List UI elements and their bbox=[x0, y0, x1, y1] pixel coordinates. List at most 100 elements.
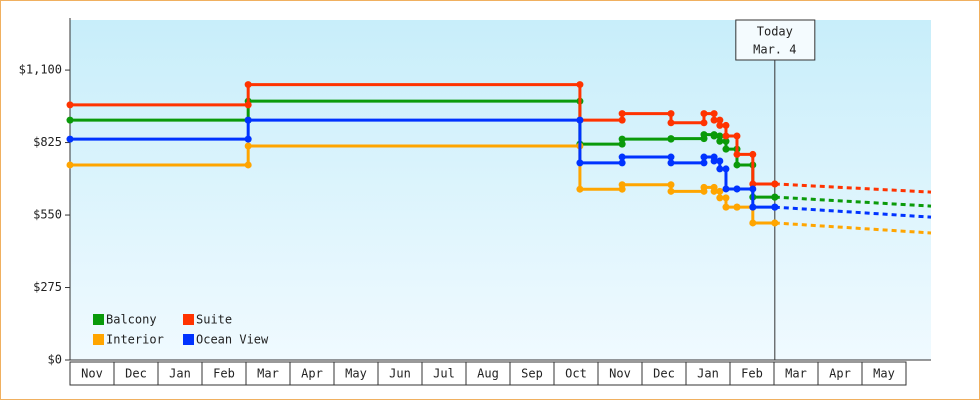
point-marker bbox=[722, 145, 730, 153]
x-tick-label: Dec bbox=[653, 367, 675, 381]
x-tick-label: Mar bbox=[257, 367, 279, 381]
point-marker bbox=[576, 185, 584, 193]
x-tick-label: Feb bbox=[741, 367, 763, 381]
x-tick-label: Mar bbox=[785, 367, 807, 381]
x-tick-label: Sep bbox=[521, 367, 543, 381]
point-marker bbox=[244, 116, 252, 124]
x-tick-label: Oct bbox=[565, 367, 587, 381]
corner-marker bbox=[716, 187, 724, 195]
y-tick-label: $1,100 bbox=[19, 63, 62, 77]
legend-swatch bbox=[93, 334, 104, 345]
corner-marker bbox=[716, 132, 724, 140]
corner-marker bbox=[722, 121, 730, 129]
corner-marker bbox=[618, 159, 626, 167]
x-tick-label: Jun bbox=[389, 367, 411, 381]
y-tick-label: $275 bbox=[33, 280, 62, 294]
point-marker bbox=[733, 161, 741, 169]
legend-swatch bbox=[183, 334, 194, 345]
point-marker bbox=[771, 180, 779, 188]
legend-label: Suite bbox=[196, 313, 232, 327]
x-tick-label: Nov bbox=[81, 367, 103, 381]
x-tick-label: Apr bbox=[829, 367, 851, 381]
point-marker bbox=[667, 135, 675, 143]
point-marker bbox=[733, 203, 741, 211]
legend-swatch bbox=[93, 314, 104, 325]
point-marker bbox=[66, 116, 74, 124]
point-marker bbox=[667, 159, 675, 167]
x-tick-label: May bbox=[345, 367, 367, 381]
corner-marker bbox=[700, 119, 708, 127]
forecast-line bbox=[774, 182, 932, 194]
point-marker bbox=[618, 110, 626, 118]
point-marker bbox=[618, 135, 626, 143]
corner-marker bbox=[716, 157, 724, 165]
point-marker bbox=[66, 135, 74, 143]
corner-marker bbox=[716, 116, 724, 124]
point-marker bbox=[710, 132, 718, 140]
corner-marker bbox=[722, 165, 730, 173]
y-tick-label: $825 bbox=[33, 135, 62, 149]
corner-marker bbox=[667, 181, 675, 189]
corner-marker bbox=[710, 110, 718, 118]
corner-marker bbox=[244, 101, 252, 109]
corner-marker bbox=[244, 161, 252, 169]
corner-marker bbox=[733, 132, 741, 140]
point-marker bbox=[716, 165, 724, 173]
corner-marker bbox=[700, 159, 708, 167]
point-marker bbox=[244, 81, 252, 89]
corner-marker bbox=[722, 137, 730, 145]
point-marker bbox=[722, 203, 730, 211]
legend-swatch bbox=[183, 314, 194, 325]
corner-marker bbox=[749, 150, 757, 158]
point-marker bbox=[700, 183, 708, 191]
plot-area bbox=[70, 20, 931, 360]
point-marker bbox=[710, 187, 718, 195]
today-date: Mar. 4 bbox=[753, 43, 796, 57]
x-tick-label: May bbox=[873, 367, 895, 381]
forecast-line bbox=[774, 195, 932, 208]
forecast-line bbox=[774, 221, 932, 235]
point-marker bbox=[716, 194, 724, 202]
corner-marker bbox=[667, 153, 675, 161]
x-tick-label: Apr bbox=[301, 367, 323, 381]
point-marker bbox=[244, 142, 252, 150]
step-line bbox=[70, 83, 775, 186]
point-marker bbox=[710, 116, 718, 124]
corner-marker bbox=[749, 185, 757, 193]
point-marker bbox=[66, 101, 74, 109]
y-tick-label: $550 bbox=[33, 208, 62, 222]
legend-label: Balcony bbox=[106, 313, 157, 327]
corner-marker bbox=[618, 140, 626, 148]
corner-marker bbox=[667, 110, 675, 118]
point-marker bbox=[700, 153, 708, 161]
corner-marker bbox=[618, 116, 626, 124]
x-tick-label: Feb bbox=[213, 367, 235, 381]
point-marker bbox=[733, 185, 741, 193]
point-marker bbox=[749, 219, 757, 227]
point-marker bbox=[667, 187, 675, 195]
point-marker bbox=[749, 203, 757, 211]
point-marker bbox=[618, 153, 626, 161]
x-tick-label: Aug bbox=[477, 367, 499, 381]
point-marker bbox=[722, 132, 730, 140]
point-marker bbox=[700, 131, 708, 139]
legend-label: Interior bbox=[106, 333, 164, 347]
today-box bbox=[735, 19, 816, 61]
corner-marker bbox=[576, 116, 584, 124]
point-marker bbox=[771, 203, 779, 211]
point-marker bbox=[771, 219, 779, 227]
x-tick-label: Nov bbox=[609, 367, 631, 381]
point-marker bbox=[771, 193, 779, 201]
x-tick-label: Dec bbox=[125, 367, 147, 381]
x-tick-label: Jan bbox=[169, 367, 191, 381]
corner-marker bbox=[244, 135, 252, 143]
forecast-line bbox=[774, 205, 932, 219]
legend-label: Ocean View bbox=[196, 333, 269, 347]
point-marker bbox=[66, 161, 74, 169]
point-marker bbox=[710, 157, 718, 165]
point-marker bbox=[700, 110, 708, 118]
corner-marker bbox=[722, 194, 730, 202]
point-marker bbox=[716, 137, 724, 145]
point-marker bbox=[667, 119, 675, 127]
